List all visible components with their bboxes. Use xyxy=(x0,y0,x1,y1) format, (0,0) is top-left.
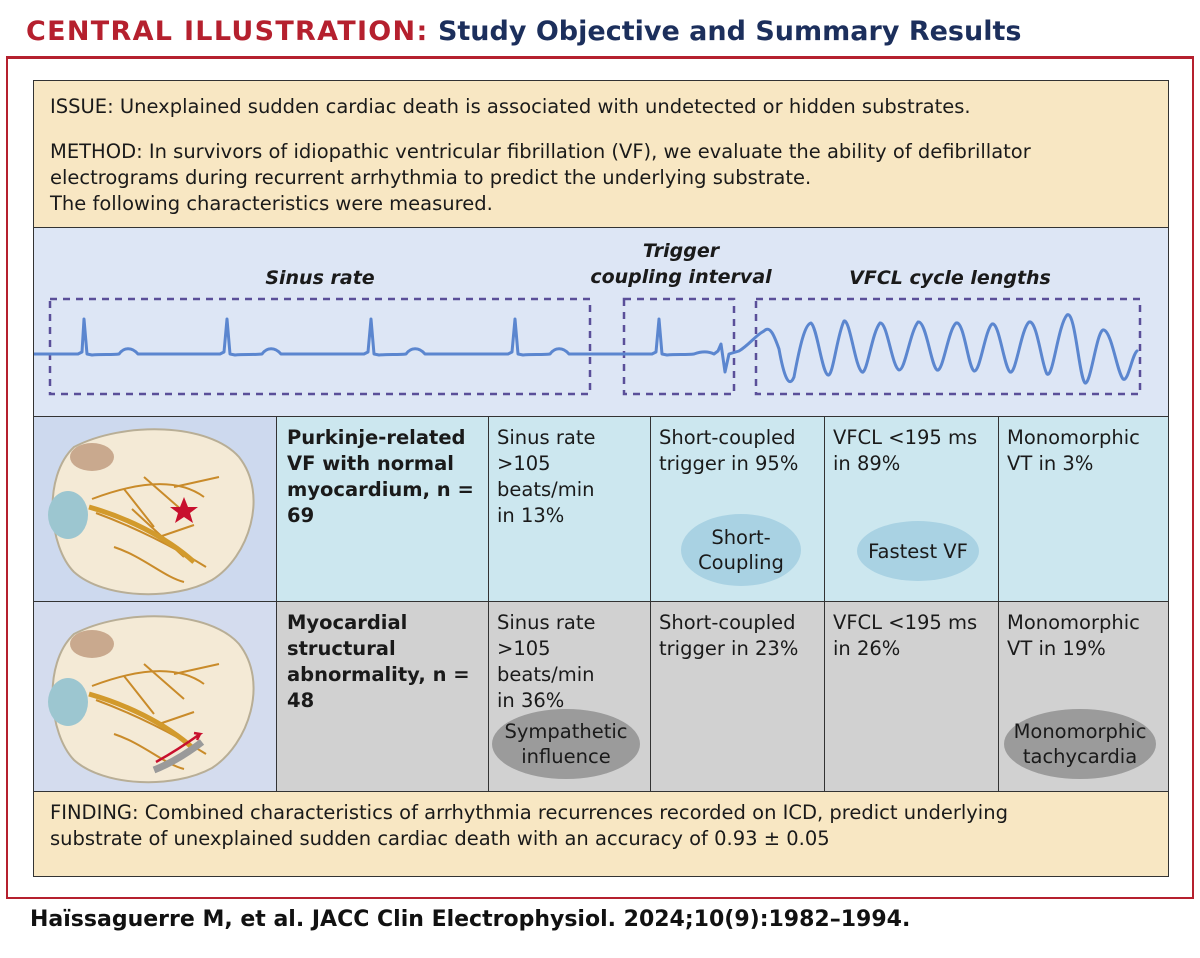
purkinje-network xyxy=(91,663,220,770)
group-label-line: myocardium, n = 69 xyxy=(287,478,474,527)
table-row-purkinje: Purkinje-related VF with normal myocardi… xyxy=(34,417,1168,602)
bubble-line: tachycardia xyxy=(1022,745,1138,768)
sympathetic-influence-bubble: Sympathetic influence xyxy=(492,709,640,779)
ecg-trace-section xyxy=(34,227,1168,417)
issue-text: ISSUE: Unexplained sudden cardiac death … xyxy=(50,95,971,118)
cell-line: trigger in 95% xyxy=(659,452,799,475)
cell-line: in 36% xyxy=(497,689,565,712)
illustration-frame xyxy=(6,56,1194,899)
monomorphic-tachycardia-bubble: Monomorphic tachycardia xyxy=(1004,709,1156,779)
heart-shape xyxy=(51,615,255,784)
group-label-line: VF with normal xyxy=(287,452,454,475)
trigger-cell: Short-coupled trigger in 23% xyxy=(650,602,824,791)
heart-image-cell xyxy=(34,602,276,791)
bubble-line: Short- xyxy=(711,526,771,549)
heart-shape xyxy=(51,428,255,596)
cell-line: >105 beats/min xyxy=(497,637,595,686)
aortic-valve-shape xyxy=(48,491,88,539)
vfcl-label: VFCL cycle lengths xyxy=(849,267,1051,289)
group-label-line: abnormality, n = 48 xyxy=(287,663,470,712)
ecg-waveform xyxy=(34,313,1139,385)
finding-text: FINDING: Combined characteristics of arr… xyxy=(50,800,1160,852)
sinus-rate-cell: Sinus rate >105 beats/min in 13% xyxy=(488,417,650,601)
group-label-line: structural xyxy=(287,637,396,660)
header-subtitle: Study Objective and Summary Results xyxy=(437,16,1022,47)
cell-line: VT in 3% xyxy=(1007,452,1094,475)
citation: Haïssaguerre M, et al. JACC Clin Electro… xyxy=(30,907,911,932)
cell-line: trigger in 23% xyxy=(659,637,799,660)
ecg-trace-graphic xyxy=(34,297,1142,396)
cell-line: VFCL <195 ms xyxy=(833,611,978,634)
purkinje-network xyxy=(91,476,220,583)
vfcl-cell: VFCL <195 ms in 89% xyxy=(824,417,998,601)
fastest-vf-bubble: Fastest VF xyxy=(857,521,979,581)
cell-line: Short-coupled xyxy=(659,611,796,634)
method-line: The following characteristics were measu… xyxy=(50,192,493,215)
cell-line: VFCL <195 ms xyxy=(833,426,978,449)
finding-line: substrate of unexplained sudden cardiac … xyxy=(50,827,830,850)
bubble-line: Sympathetic xyxy=(504,720,628,743)
monomorphic-vt-cell: Monomorphic VT in 19% xyxy=(998,602,1168,791)
bubble-line: Coupling xyxy=(698,551,784,574)
scar-region xyxy=(152,739,205,774)
heart-purkinje-illustration xyxy=(48,428,255,596)
reentry-arrow-icon xyxy=(155,731,204,764)
method-text: METHOD: In survivors of idiopathic ventr… xyxy=(50,139,1160,217)
trigger-box xyxy=(622,297,736,396)
cell-line: in 13% xyxy=(497,504,565,527)
method-line: electrograms during recurrent arrhythmia… xyxy=(50,166,812,189)
heart-structural-illustration xyxy=(48,615,255,784)
bundle-branch xyxy=(88,504,196,564)
sinus-rate-box xyxy=(48,297,592,396)
cell-line: in 89% xyxy=(833,452,901,475)
group-label-line: Purkinje-related xyxy=(287,426,466,449)
cell-line: Monomorphic xyxy=(1007,426,1140,449)
bundle-branch xyxy=(88,691,196,751)
vfcl-cell: VFCL <195 ms in 26% xyxy=(824,602,998,791)
method-line: METHOD: In survivors of idiopathic ventr… xyxy=(50,140,1031,163)
aortic-valve-shape xyxy=(48,678,88,726)
trigger-label-line: coupling interval xyxy=(590,266,772,288)
cell-line: Sinus rate xyxy=(497,426,596,449)
bubble-line: influence xyxy=(521,745,611,768)
cell-line: in 26% xyxy=(833,637,901,660)
heart-image-cell xyxy=(34,417,276,601)
group-label-purkinje: Purkinje-related VF with normal myocardi… xyxy=(276,417,488,601)
header-title: CENTRAL ILLUSTRATION: Study Objective an… xyxy=(26,12,1021,52)
atrial-shape xyxy=(70,443,114,471)
header-bar xyxy=(0,0,1200,62)
header-label: CENTRAL ILLUSTRATION: xyxy=(26,16,429,47)
group-label-line: Myocardial xyxy=(287,611,408,634)
sinus-rate-label: Sinus rate xyxy=(265,267,375,289)
cell-line: >105 beats/min xyxy=(497,452,595,501)
trigger-star-icon xyxy=(170,497,198,523)
trigger-cell: Short-coupled trigger in 95% xyxy=(650,417,824,601)
monomorphic-vt-cell: Monomorphic VT in 3% xyxy=(998,417,1168,601)
sinus-rate-cell: Sinus rate >105 beats/min in 36% xyxy=(488,602,650,791)
vfcl-box xyxy=(754,297,1142,396)
trigger-label: Trigger coupling interval xyxy=(586,238,776,290)
finding-line: FINDING: Combined characteristics of arr… xyxy=(50,801,1008,824)
short-coupling-bubble: Short- Coupling xyxy=(681,514,801,586)
cell-line: Short-coupled xyxy=(659,426,796,449)
cell-line: Sinus rate xyxy=(497,611,596,634)
table-row-structural: Myocardial structural abnormality, n = 4… xyxy=(34,602,1168,792)
trigger-label-line: Trigger xyxy=(642,240,720,262)
cell-line: VT in 19% xyxy=(1007,637,1106,660)
atrial-shape xyxy=(70,630,114,658)
bubble-line: Monomorphic xyxy=(1013,720,1147,743)
cell-line: Monomorphic xyxy=(1007,611,1140,634)
group-label-structural: Myocardial structural abnormality, n = 4… xyxy=(276,602,488,791)
